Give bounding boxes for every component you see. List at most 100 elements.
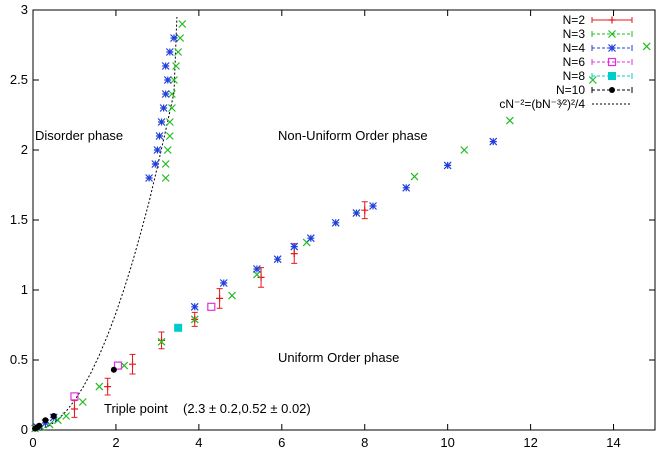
series-n10 xyxy=(32,366,117,432)
data-point xyxy=(352,209,361,217)
data-point xyxy=(161,62,170,70)
annotation-uniform-phase: Uniform Order phase xyxy=(278,350,399,365)
legend-caps xyxy=(591,59,633,65)
data-point xyxy=(157,337,166,346)
data-point xyxy=(110,366,117,373)
curve-line xyxy=(32,16,178,431)
legend-marker xyxy=(608,30,616,38)
data-point xyxy=(190,302,199,311)
data-point xyxy=(505,116,514,125)
data-layer xyxy=(31,20,651,433)
series-n3 xyxy=(31,20,651,433)
annotation-triple-point: Triple point xyxy=(104,401,168,416)
data-point xyxy=(163,146,172,154)
data-point xyxy=(155,132,164,140)
data-point xyxy=(290,250,298,258)
data-point xyxy=(170,34,178,42)
axes-layer: 0 2 4 6 8 10 12 14 0 0.5 1 1.5 2 2.5 3 xyxy=(10,2,655,450)
legend-label: N=10 xyxy=(556,83,585,97)
data-point xyxy=(145,174,154,182)
data-point xyxy=(369,202,377,210)
data-point xyxy=(257,273,265,281)
y-tick-label: 2 xyxy=(21,142,28,157)
legend-label: N=6 xyxy=(563,55,586,69)
legend-label: cN⁻²=(bN⁻³⁄²)²/4 xyxy=(499,97,585,111)
x-tick-label: 4 xyxy=(195,435,202,450)
legend-caps xyxy=(591,73,633,79)
data-point xyxy=(443,161,452,170)
data-point xyxy=(410,172,419,181)
data-point xyxy=(157,118,166,126)
y-tick-label: 0 xyxy=(21,422,28,437)
data-point xyxy=(36,422,43,429)
legend-caps xyxy=(591,87,633,93)
data-point xyxy=(159,104,168,112)
data-point xyxy=(460,146,469,154)
data-point xyxy=(95,382,104,391)
x-tick-label: 8 xyxy=(361,435,368,450)
legend-marker xyxy=(608,44,616,52)
data-point xyxy=(642,42,651,51)
legend-marker xyxy=(608,16,616,24)
data-point xyxy=(165,132,174,140)
data-point xyxy=(165,118,174,126)
data-point xyxy=(104,383,112,391)
data-point xyxy=(190,315,199,324)
data-point xyxy=(113,361,123,370)
data-point xyxy=(70,405,78,413)
data-point xyxy=(158,336,166,344)
y-tick-label: 0.5 xyxy=(10,352,28,367)
curve-layer xyxy=(32,16,178,431)
annotation-disorder-phase: Disorder phase xyxy=(35,128,123,143)
y-tick-label: 3 xyxy=(21,2,28,17)
legend-marker xyxy=(607,57,617,67)
legend-label: N=4 xyxy=(563,41,586,55)
legend-label: N=2 xyxy=(563,13,586,27)
legend-caps xyxy=(591,17,633,23)
series-n6 xyxy=(70,302,216,401)
data-point xyxy=(70,392,79,401)
legend-caps xyxy=(591,45,633,51)
annotation-triple-point-value: (2.3 ± 0.2,0.52 ± 0.02) xyxy=(183,401,311,416)
data-point xyxy=(153,146,162,154)
data-point xyxy=(273,255,282,264)
data-point xyxy=(178,20,187,28)
data-point xyxy=(216,294,224,302)
x-tick-label: 0 xyxy=(29,435,36,450)
data-point xyxy=(151,160,160,168)
data-point xyxy=(290,242,299,251)
data-point xyxy=(331,218,340,227)
legend-marker xyxy=(608,72,616,80)
data-point xyxy=(78,398,87,406)
series-n4 xyxy=(33,34,498,432)
data-point xyxy=(361,206,369,214)
data-point xyxy=(174,48,183,56)
x-tick-label: 2 xyxy=(112,435,119,450)
series-n2 xyxy=(70,201,369,418)
data-point xyxy=(50,413,57,419)
data-point xyxy=(252,270,261,279)
data-point xyxy=(163,76,172,84)
data-point xyxy=(174,323,183,332)
data-point xyxy=(161,174,170,182)
data-point xyxy=(129,360,137,368)
data-point xyxy=(176,34,185,42)
legend-marker xyxy=(609,87,615,93)
x-tick-label: 14 xyxy=(606,435,620,450)
data-point xyxy=(42,417,49,424)
data-point xyxy=(170,76,178,84)
x-tick-label: 12 xyxy=(523,435,537,450)
data-point xyxy=(588,76,597,84)
data-point xyxy=(252,265,261,273)
data-point xyxy=(62,412,71,420)
data-point xyxy=(228,291,236,300)
data-point xyxy=(172,62,180,70)
y-tick-label: 2.5 xyxy=(10,72,28,87)
annotation-nonuniform-phase: Non-Uniform Order phase xyxy=(278,128,428,143)
data-point xyxy=(167,104,176,112)
data-point xyxy=(306,234,315,243)
data-point xyxy=(207,302,216,311)
y-tick-label: 1 xyxy=(21,282,28,297)
data-point xyxy=(219,279,228,287)
